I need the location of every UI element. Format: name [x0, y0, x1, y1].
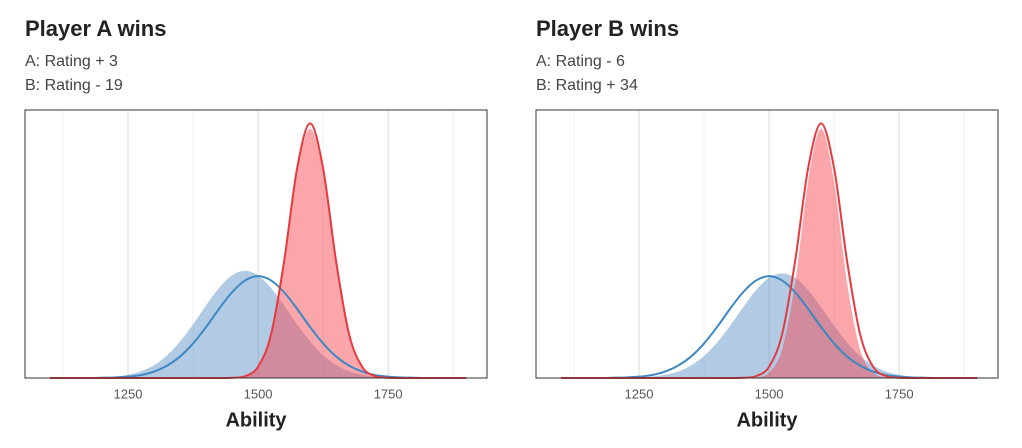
panel-subtitle: B: Rating - 19: [25, 77, 123, 94]
x-tick-label: 1500: [244, 386, 273, 401]
panel-subtitle: B: Rating + 34: [536, 77, 638, 94]
x-tick-label: 1250: [625, 386, 654, 401]
x-tick-label: 1750: [374, 386, 403, 401]
panel-subtitle: A: Rating + 3: [25, 53, 118, 70]
plot-frame: [24, 109, 488, 379]
panel-subtitle: A: Rating - 6: [536, 53, 625, 70]
panel-title: Player A wins: [25, 16, 166, 41]
x-tick-label: 1500: [755, 386, 784, 401]
panel-title: Player B wins: [536, 16, 679, 41]
plot-frame: [535, 109, 999, 379]
density-area: [560, 273, 978, 379]
x-axis-label: Ability: [736, 409, 798, 431]
x-tick-label: 1750: [885, 386, 914, 401]
x-axis-label: Ability: [225, 409, 287, 431]
density-area: [49, 270, 467, 379]
x-tick-label: 1250: [114, 386, 143, 401]
